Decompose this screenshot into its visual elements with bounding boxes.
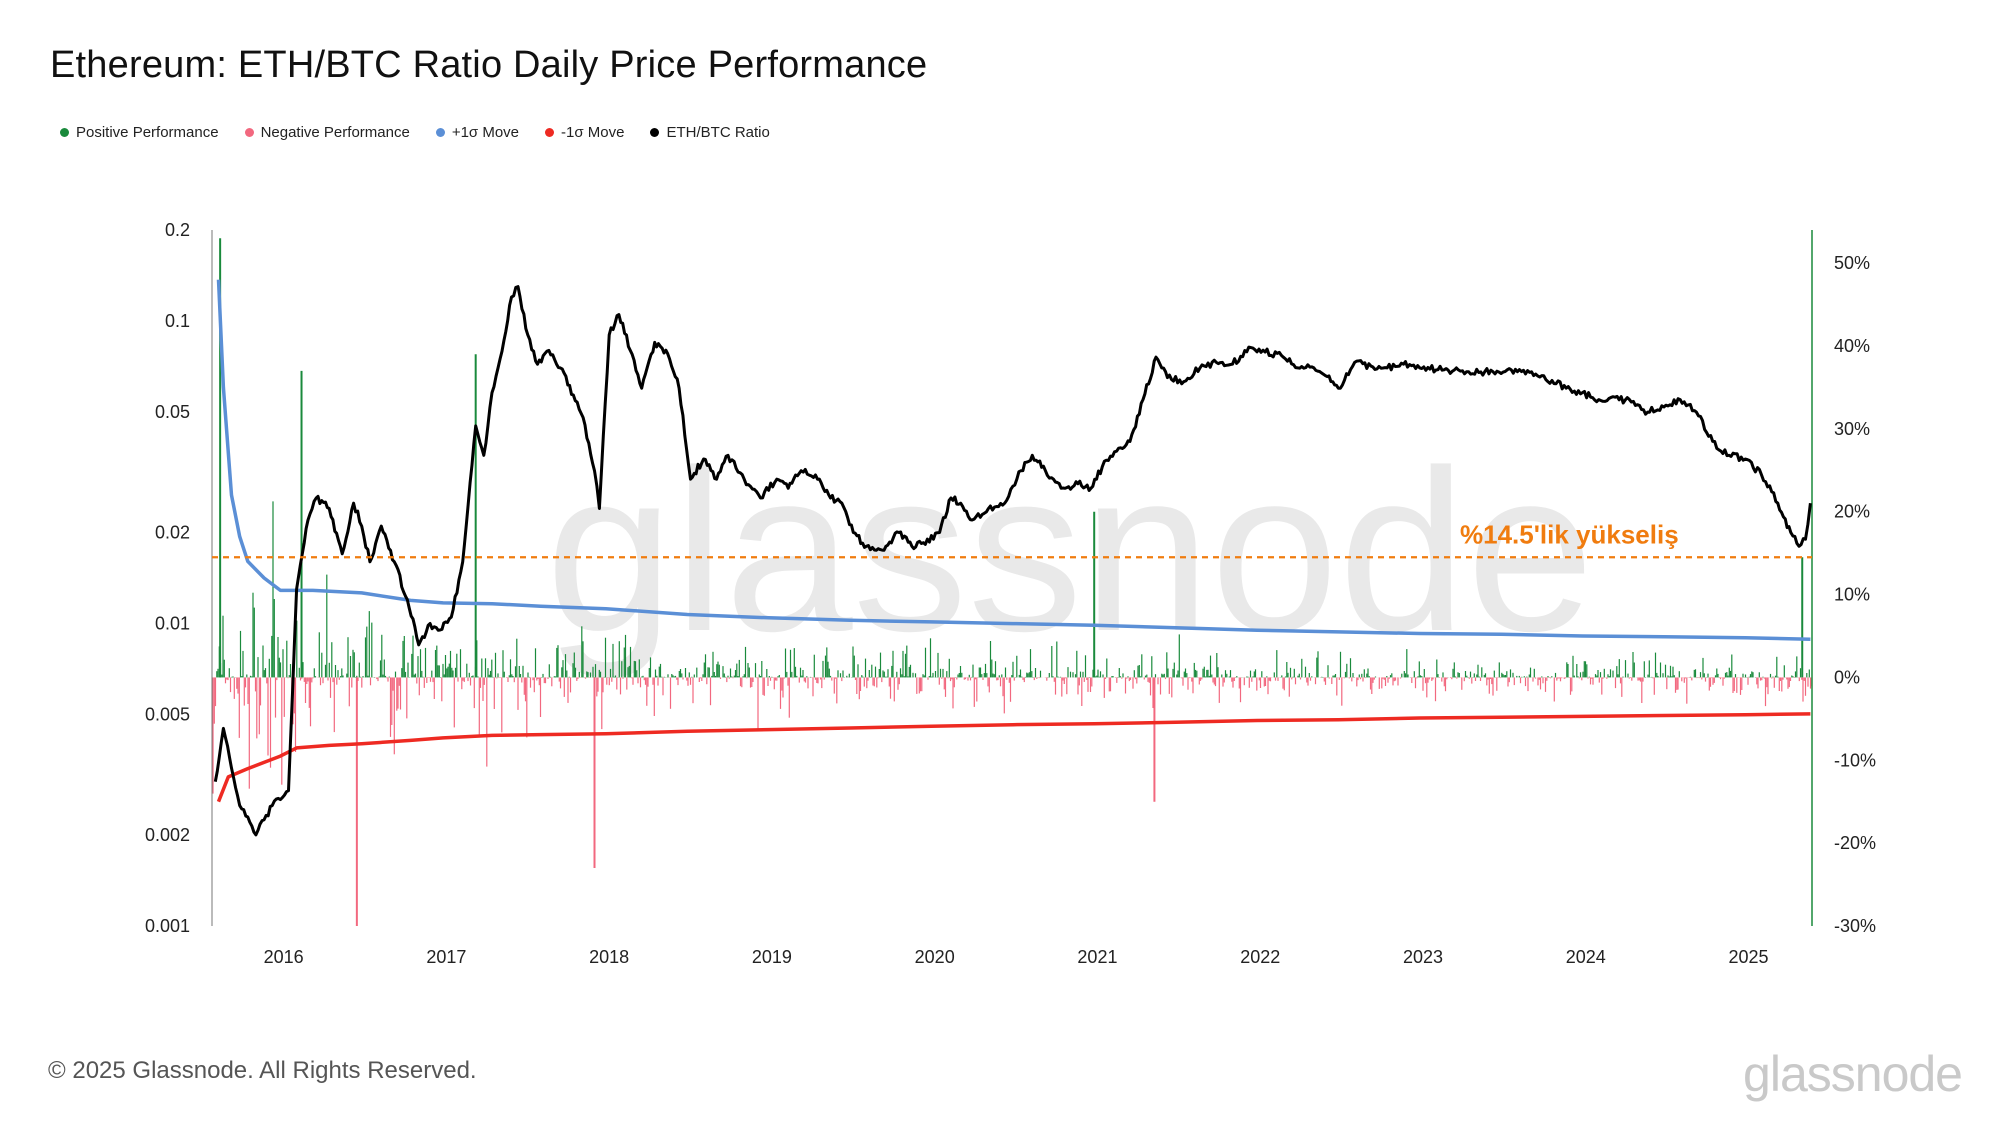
- legend-label-positive: Positive Performance: [76, 124, 219, 141]
- y-left-tick: 0.02: [155, 522, 190, 542]
- plus-sigma-line: [216, 279, 1811, 642]
- watermark: glassnode: [546, 422, 1595, 679]
- y-right-tick: 10%: [1834, 585, 1870, 605]
- legend-label-negative: Negative Performance: [260, 124, 410, 141]
- series-lines: [213, 279, 1812, 837]
- x-tick: 2020: [915, 947, 955, 967]
- x-tick: 2021: [1077, 947, 1117, 967]
- legend-dot-minus-sigma: [545, 128, 555, 137]
- y-left-tick: 0.1: [165, 311, 190, 331]
- minus-sigma-line: [216, 712, 1811, 803]
- legend: Positive Performance Negative Performanc…: [60, 124, 770, 141]
- x-tick: 2018: [589, 947, 629, 967]
- copyright-footer: © 2025 Glassnode. All Rights Reserved.: [48, 1057, 477, 1084]
- axis-ticks: 0.2 0.1 0.05 0.02 0.01 0.005 0.002 0.001 50% 40% 3…: [145, 220, 1876, 967]
- legend-dot-ratio: [650, 128, 660, 137]
- y-right-tick: -10%: [1834, 750, 1876, 770]
- y-right-tick: -30%: [1834, 916, 1876, 936]
- performance-bars: [212, 238, 1813, 926]
- x-tick: 2017: [426, 947, 466, 967]
- y-right-tick: 0%: [1834, 667, 1860, 687]
- y-left-tick: 0.005: [145, 705, 190, 725]
- x-tick: 2022: [1240, 947, 1280, 967]
- x-tick: 2019: [752, 947, 792, 967]
- eth-btc-ratio-line: [213, 285, 1812, 837]
- y-left-tick: 0.01: [155, 614, 190, 634]
- legend-item-ratio[interactable]: ETH/BTC Ratio: [650, 124, 770, 141]
- legend-dot-positive: [60, 128, 69, 137]
- y-left-tick: 0.001: [145, 916, 190, 936]
- x-tick: 2025: [1728, 947, 1768, 967]
- chart-title: Ethereum: ETH/BTC Ratio Daily Price Perf…: [50, 44, 928, 86]
- legend-item-positive[interactable]: Positive Performance: [60, 124, 219, 141]
- annotation-group: %14.5'lik yükseliş: [212, 519, 1812, 559]
- y-left-tick: 0.2: [165, 220, 190, 240]
- legend-item-negative[interactable]: Negative Performance: [244, 124, 410, 141]
- legend-label-ratio: ETH/BTC Ratio: [666, 124, 770, 141]
- y-right-tick: -20%: [1834, 833, 1876, 853]
- y-left-tick: 0.002: [145, 825, 190, 845]
- x-tick: 2016: [264, 947, 304, 967]
- y-right-tick: 20%: [1834, 502, 1870, 522]
- annotation-label: %14.5'lik yükseliş: [1460, 519, 1679, 549]
- legend-label-plus-sigma: +1σ Move: [451, 124, 520, 141]
- legend-dot-negative: [244, 128, 254, 137]
- y-right-tick: 50%: [1834, 253, 1870, 273]
- y-right-tick: 30%: [1834, 419, 1870, 439]
- y-right-tick: 40%: [1834, 336, 1870, 356]
- legend-item-minus-sigma[interactable]: -1σ Move: [545, 124, 624, 141]
- y-left-tick: 0.05: [155, 402, 190, 422]
- glassnode-logo: glassnode: [1743, 1046, 1963, 1102]
- x-tick: 2024: [1566, 947, 1606, 967]
- legend-label-minus-sigma: -1σ Move: [561, 124, 625, 141]
- legend-item-plus-sigma[interactable]: +1σ Move: [435, 124, 520, 141]
- x-tick: 2023: [1403, 947, 1443, 967]
- legend-dot-plus-sigma: [435, 128, 445, 137]
